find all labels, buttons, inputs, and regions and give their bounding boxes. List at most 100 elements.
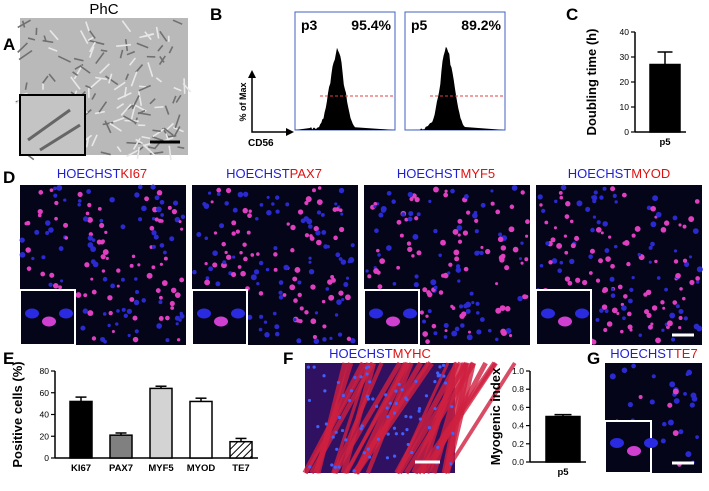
nucleus xyxy=(334,313,339,317)
cell xyxy=(43,35,47,42)
nucleus xyxy=(487,328,492,333)
nucleus xyxy=(45,220,51,226)
nucleus xyxy=(394,432,398,436)
nucleus xyxy=(610,186,616,192)
nucleus xyxy=(570,243,576,249)
nucleus xyxy=(216,187,222,193)
nucleus xyxy=(232,207,238,213)
panel-letter: G xyxy=(587,349,600,368)
nucleus xyxy=(422,331,429,337)
cell xyxy=(112,117,125,123)
cell xyxy=(99,63,110,74)
nucleus xyxy=(474,229,479,234)
nucleus xyxy=(171,209,178,215)
nucleus xyxy=(83,293,88,298)
nucleus xyxy=(344,438,348,442)
cell xyxy=(121,20,132,33)
nucleus xyxy=(376,248,380,253)
nucleus xyxy=(675,272,681,279)
nucleus xyxy=(694,199,700,204)
y-tick-label: 40 xyxy=(620,27,630,37)
nucleus xyxy=(672,215,678,221)
nucleus xyxy=(273,246,278,251)
nucleus xyxy=(40,271,46,277)
nucleus xyxy=(517,295,523,302)
nucleus xyxy=(406,241,412,246)
nucleus xyxy=(53,283,59,289)
nucleus xyxy=(678,325,682,330)
nucleus xyxy=(338,208,343,213)
nucleus xyxy=(333,235,338,241)
nucleus xyxy=(54,216,58,221)
panel-letter: F xyxy=(283,349,293,368)
nucleus xyxy=(564,250,569,255)
nucleus xyxy=(297,280,302,285)
nucleus xyxy=(685,451,692,458)
nucleus xyxy=(663,220,670,226)
cell xyxy=(123,115,137,124)
nucleus xyxy=(63,222,69,228)
nucleus xyxy=(100,336,106,342)
nucleus xyxy=(159,200,165,205)
nucleus xyxy=(19,251,26,258)
cell xyxy=(85,21,90,32)
nucleus xyxy=(303,216,309,222)
nucleus xyxy=(365,394,370,398)
nucleus xyxy=(86,189,92,194)
nucleus xyxy=(256,252,260,256)
nucleus xyxy=(520,241,524,245)
nucleus xyxy=(334,202,338,206)
nucleus xyxy=(273,267,278,272)
nucleus xyxy=(80,325,86,331)
nucleus xyxy=(133,299,140,306)
nucleus xyxy=(348,257,355,264)
nucleus xyxy=(232,255,236,259)
nucleus xyxy=(215,281,221,287)
y-tick-label: 0.8 xyxy=(512,384,524,394)
nucleus xyxy=(297,292,302,298)
nucleus xyxy=(444,329,448,333)
nucleus xyxy=(343,282,349,288)
nucleus xyxy=(239,251,243,255)
nucleus xyxy=(85,211,90,216)
cell xyxy=(155,26,160,39)
nucleus xyxy=(689,279,695,285)
nucleus xyxy=(611,307,618,314)
nucleus xyxy=(433,228,438,234)
nucleus xyxy=(323,389,327,393)
nucleus xyxy=(660,438,666,444)
nucleus xyxy=(37,213,42,218)
cell xyxy=(163,127,174,136)
nucleus xyxy=(364,366,369,370)
nucleus xyxy=(465,301,472,308)
nucleus xyxy=(308,260,312,264)
bar xyxy=(545,415,581,463)
nucleus xyxy=(616,312,620,316)
nucleus xyxy=(91,238,96,242)
nucleus xyxy=(219,223,225,229)
arrow-head xyxy=(248,70,294,136)
nucleus xyxy=(475,301,480,306)
nucleus xyxy=(42,316,56,327)
nucleus xyxy=(331,277,336,283)
nucleus xyxy=(24,221,29,226)
stain-label: HOECHSTMYOD xyxy=(568,166,671,181)
cell xyxy=(147,146,156,150)
nucleus xyxy=(87,235,93,241)
nucleus xyxy=(588,254,593,259)
nucleus xyxy=(150,184,156,190)
nucleus xyxy=(82,308,89,314)
nucleus xyxy=(537,194,543,200)
nucleus xyxy=(179,277,185,283)
nucleus xyxy=(651,305,658,311)
nucleus xyxy=(253,269,260,275)
nucleus xyxy=(377,284,383,290)
nucleus xyxy=(123,313,129,319)
nucleus xyxy=(37,208,43,215)
cell xyxy=(70,76,81,90)
nucleus xyxy=(204,262,208,266)
nucleus xyxy=(226,254,232,260)
nucleus xyxy=(225,187,232,194)
nucleus xyxy=(589,248,595,254)
